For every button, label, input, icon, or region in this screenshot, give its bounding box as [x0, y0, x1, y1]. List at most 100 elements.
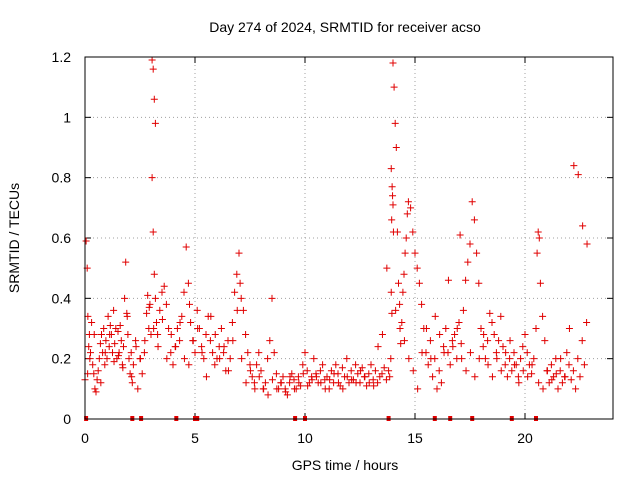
data-point — [128, 373, 136, 381]
data-point — [418, 300, 426, 308]
data-point — [138, 370, 146, 378]
data-point — [268, 376, 276, 384]
y-tick-label: 1 — [63, 109, 71, 125]
data-point — [165, 325, 173, 332]
data-point — [493, 355, 501, 363]
data-point — [303, 367, 311, 375]
data-point — [88, 318, 96, 326]
data-point — [388, 183, 396, 191]
data-point — [365, 379, 373, 387]
data-point — [343, 373, 351, 381]
data-point — [528, 361, 536, 369]
data-point — [530, 355, 538, 363]
x-tick-label: 20 — [517, 430, 533, 446]
data-point — [273, 385, 281, 393]
data-point — [301, 349, 309, 357]
data-point — [144, 291, 152, 299]
data-point — [532, 325, 540, 332]
data-point — [418, 349, 426, 357]
data-point — [279, 373, 287, 381]
data-point — [231, 288, 239, 296]
data-point — [475, 279, 483, 287]
data-point — [387, 355, 395, 363]
data-point — [150, 270, 158, 278]
data-point — [479, 343, 487, 351]
data-point — [151, 119, 159, 127]
data-point — [413, 264, 421, 272]
data-point — [110, 358, 118, 366]
data-point — [480, 331, 488, 339]
data-point — [92, 388, 100, 396]
data-point — [209, 349, 217, 357]
data-point — [255, 373, 263, 381]
data-point — [382, 376, 390, 384]
data-point — [402, 234, 410, 242]
data-point — [388, 216, 396, 224]
data-point — [475, 355, 483, 363]
data-point — [552, 370, 560, 378]
data-point — [206, 337, 214, 345]
data-point — [169, 361, 177, 369]
data-point — [492, 349, 500, 357]
data-point — [554, 385, 562, 393]
data-point — [89, 361, 97, 369]
data-point — [389, 192, 397, 200]
data-point — [367, 361, 375, 369]
data-point — [111, 340, 119, 348]
data-point — [563, 349, 571, 357]
data-point — [242, 379, 250, 387]
data-point — [93, 376, 101, 384]
data-point — [94, 367, 102, 375]
data-point — [348, 376, 356, 384]
data-point — [385, 367, 393, 375]
data-point — [129, 361, 137, 369]
data-point — [85, 343, 93, 351]
data-point — [547, 361, 555, 369]
data-point — [409, 228, 417, 236]
data-point — [217, 325, 225, 332]
data-point — [103, 355, 111, 363]
data-point — [533, 249, 541, 257]
data-point — [387, 165, 395, 173]
data-point — [370, 382, 378, 390]
data-point — [134, 385, 142, 393]
data-point — [383, 264, 391, 272]
data-point — [257, 367, 265, 375]
data-point — [290, 385, 298, 393]
data-point — [462, 276, 470, 284]
data-point — [442, 325, 450, 332]
data-point — [128, 379, 136, 387]
data-point — [429, 373, 437, 381]
data-point — [150, 325, 158, 332]
data-point — [297, 382, 305, 390]
data-point — [304, 382, 312, 390]
data-point — [119, 364, 127, 372]
data-point — [156, 306, 164, 314]
data-point — [486, 309, 494, 317]
data-point — [172, 343, 180, 351]
data-point — [82, 237, 90, 245]
data-point — [378, 331, 386, 339]
data-point — [352, 361, 360, 369]
data-point — [106, 321, 114, 329]
data-point — [386, 373, 394, 381]
data-point — [471, 373, 479, 381]
data-point — [497, 312, 505, 320]
data-point — [238, 355, 246, 363]
data-point — [556, 367, 564, 375]
data-point — [147, 331, 155, 339]
data-point — [361, 373, 369, 381]
data-point — [294, 373, 302, 381]
x-tick-label: 10 — [297, 430, 313, 446]
data-point — [136, 355, 144, 363]
data-point — [403, 210, 411, 218]
data-point — [451, 331, 459, 339]
data-point — [194, 325, 202, 332]
data-point — [389, 201, 397, 209]
data-point — [191, 349, 199, 357]
data-point — [237, 294, 245, 302]
data-point — [198, 349, 206, 357]
data-point — [132, 343, 140, 351]
data-point — [113, 355, 121, 363]
